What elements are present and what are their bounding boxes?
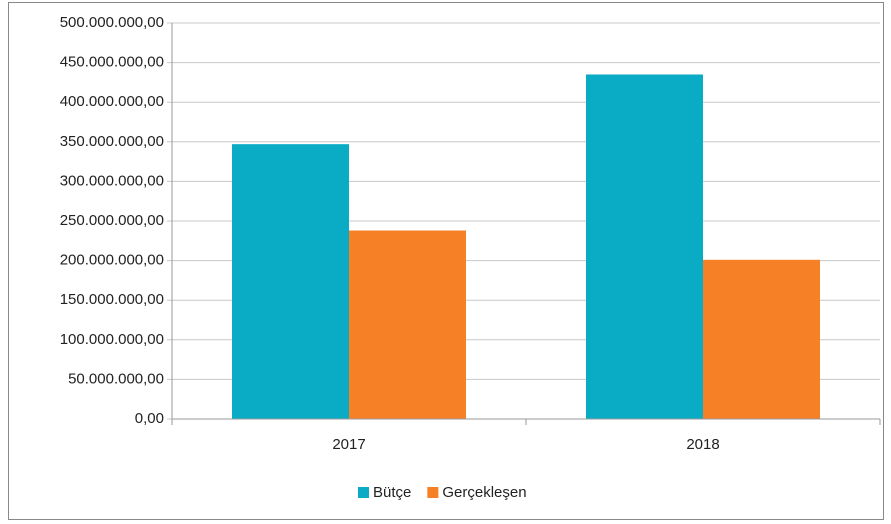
y-tick-label: 150.000.000,00 <box>60 291 164 308</box>
y-tick-label: 50.000.000,00 <box>68 370 164 387</box>
bar <box>349 230 466 419</box>
y-tick-label: 400.000.000,00 <box>60 93 164 110</box>
legend-label: Gerçekleşen <box>442 484 526 501</box>
y-tick-label: 250.000.000,00 <box>60 212 164 229</box>
x-tick-label: 2017 <box>332 436 365 453</box>
legend-swatch <box>358 487 369 498</box>
bar <box>703 259 820 419</box>
bar <box>586 74 703 419</box>
y-tick-label: 500.000.000,00 <box>60 14 164 31</box>
y-tick-label: 450.000.000,00 <box>60 54 164 71</box>
y-tick-label: 350.000.000,00 <box>60 133 164 150</box>
y-tick-label: 200.000.000,00 <box>60 252 164 269</box>
x-tick-label: 2018 <box>686 436 719 453</box>
y-tick-label: 300.000.000,00 <box>60 172 164 189</box>
bar <box>232 144 349 419</box>
legend-swatch <box>427 487 439 498</box>
y-tick-label: 100.000.000,00 <box>60 331 164 348</box>
y-tick-label: 0,00 <box>135 410 164 427</box>
legend-label: Bütçe <box>373 484 411 501</box>
